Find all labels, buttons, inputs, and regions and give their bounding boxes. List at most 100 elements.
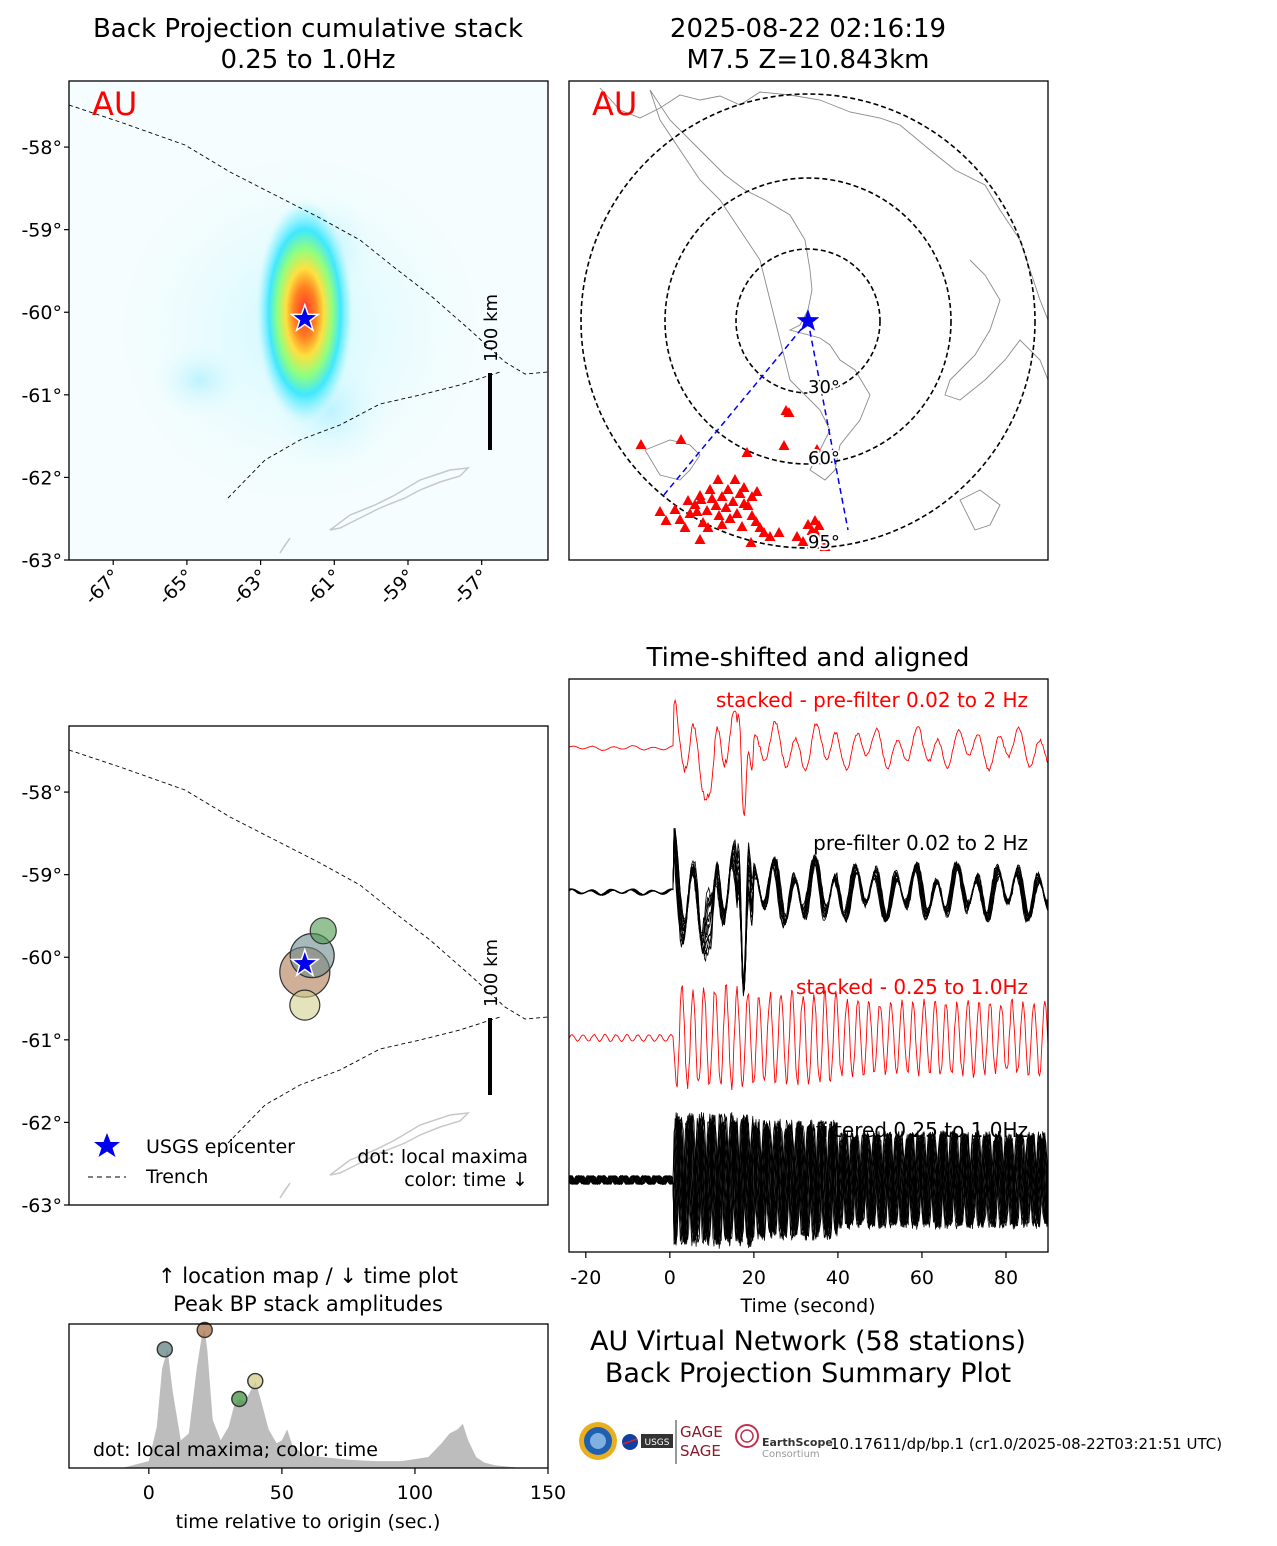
station-triangle-icon <box>746 510 758 520</box>
summary-block: AU Virtual Network (58 stations) Back Pr… <box>579 1326 1222 1464</box>
epicenter-star-icon <box>289 302 321 333</box>
peak-maximum-dot <box>231 1390 248 1408</box>
waveform-trace <box>569 984 1048 1091</box>
waveform-xlabel: Time (second) <box>739 1295 875 1317</box>
maxima-note-line1: dot: local maxima <box>357 1146 528 1168</box>
station-triangle-icon <box>710 500 722 510</box>
trace-label-filtered: filtered 0.25 to 1.0Hz <box>816 1118 1028 1142</box>
station-triangle-icon <box>722 484 734 494</box>
epicenter-star <box>289 302 321 333</box>
station-triangle-icon <box>675 434 687 444</box>
ring-label-30: 30° <box>808 377 840 398</box>
station-triangle-icon <box>741 447 753 457</box>
station-map-title-line1: 2025-08-22 02:16:19 <box>670 14 946 44</box>
peak-maximum-dot <box>196 1321 213 1339</box>
trace-label-stacked-filtered: stacked - 0.25 to 1.0Hz <box>796 975 1028 999</box>
nsf-logo-icon <box>579 1422 617 1460</box>
lat-tick-label: -61° <box>21 385 62 407</box>
waveform-trace <box>569 698 1048 816</box>
coastline-islands <box>279 1112 471 1199</box>
lat-tick-label: -63° <box>21 1195 62 1217</box>
lon-tick-label: -63° <box>228 565 272 609</box>
station-triangle-icon <box>679 522 691 532</box>
wave-x-tick-label: -20 <box>570 1267 601 1289</box>
peak-amplitude-area <box>122 1330 548 1468</box>
waveform-traces <box>569 698 1048 1249</box>
station-triangle-icon <box>694 534 706 544</box>
local-maximum-dot <box>289 989 321 1021</box>
legend-star-icon <box>94 1133 120 1157</box>
lon-tick-label: -61° <box>302 565 346 609</box>
station-triangle-icon <box>810 527 822 537</box>
peak-plot-title-line2: Peak BP stack amplitudes <box>173 1292 443 1316</box>
station-triangle-icon <box>716 519 728 529</box>
legend: USGS epicenter Trench <box>88 1133 295 1188</box>
peak-plot-xlabel: time relative to origin (sec.) <box>176 1511 441 1533</box>
doi-label: 10.17611/dp/bp.1 (cr1.0/2025-08-22T03:21… <box>830 1435 1222 1453</box>
logo-gage: GAGE <box>680 1423 723 1441</box>
peak-x-tick-label: 100 <box>397 1482 433 1504</box>
maxima-note-line2: color: time ↓ <box>404 1169 528 1191</box>
station-triangle-icon <box>819 541 831 551</box>
lat-tick-label: -58° <box>21 137 62 159</box>
station-map-title-line2: M7.5 Z=10.843km <box>686 45 929 75</box>
trace-label-prefilter: pre-filter 0.02 to 2 Hz <box>813 831 1028 855</box>
station-triangle-icon <box>734 488 746 498</box>
station-triangle-icon <box>738 498 750 508</box>
station-triangle-icon <box>811 444 823 454</box>
legend-trench-label: Trench <box>145 1166 208 1188</box>
ring-label-95: 95° <box>808 532 840 553</box>
station-triangle-icon <box>783 407 795 417</box>
waveform-trace <box>569 842 1048 986</box>
maxima-map-panel: 100 km -58° -59° -60° -61° -62° -63° USGS epi… <box>21 725 549 1217</box>
trench-line <box>69 104 548 375</box>
station-triangle-icon <box>720 502 732 512</box>
station-triangle-icon <box>729 474 741 484</box>
epicenter-star-icon <box>289 947 321 978</box>
station-triangle-icon <box>724 513 736 523</box>
waveform-x-ticks: -20 0 20 40 60 80 <box>570 1252 1018 1289</box>
station-triangle-icon <box>745 537 757 547</box>
lon-tick-label: -59° <box>375 565 419 609</box>
summary-title-line2: Back Projection Summary Plot <box>605 1358 1011 1389</box>
station-triangle-icon <box>758 527 770 537</box>
logo-sage: SAGE <box>680 1442 721 1460</box>
logo-earthscope: EarthScope <box>762 1436 833 1449</box>
ring-95 <box>580 93 1036 549</box>
station-triangle-icon <box>704 484 716 494</box>
station-triangle-icon <box>682 495 694 505</box>
station-triangle-icon <box>738 482 750 492</box>
station-triangle-icon <box>736 521 748 531</box>
bp-map-network-label: AU <box>92 85 137 123</box>
station-map-panel: 2025-08-22 02:16:19 M7.5 Z=10.843km 30° … <box>568 14 1049 561</box>
station-triangle-icon <box>701 505 713 515</box>
lat-tick-label: -59° <box>21 220 62 242</box>
ring-label-60: 60° <box>808 448 840 469</box>
coastline-south-america <box>649 89 871 481</box>
station-triangle-icon <box>727 496 739 506</box>
waveform-trace <box>569 1115 1048 1247</box>
peak-maximum-dot <box>156 1341 174 1358</box>
station-triangle-icon <box>750 516 762 526</box>
wave-x-tick-label: 20 <box>742 1267 766 1289</box>
wave-x-tick-label: 0 <box>664 1267 676 1289</box>
peak-x-tick-label: 50 <box>270 1482 294 1504</box>
azimuth-line-west <box>662 320 809 497</box>
peak-plot-panel: ↑ location map / ↓ time plot Peak BP sta… <box>68 1264 566 1533</box>
lat-ticks: -58° -59° -60° -61° -62° -63° <box>21 782 69 1217</box>
epicenter-star <box>796 309 820 331</box>
lat-tick-label: -61° <box>21 1030 62 1052</box>
scale-bar-label: 100 km <box>481 294 502 362</box>
bp-map-panel: Back Projection cumulative stack 0.25 to… <box>21 14 549 609</box>
station-triangle-icon <box>731 508 743 518</box>
lat-tick-label: -62° <box>21 467 62 489</box>
station-triangle-icon <box>695 494 707 504</box>
station-triangle-icon <box>635 439 647 449</box>
trench-line-south <box>227 371 501 499</box>
legend-epicenter-label: USGS epicenter <box>146 1136 295 1158</box>
station-triangle-icon <box>654 506 666 516</box>
peak-plot-annotation: dot: local maxima; color: time <box>93 1439 378 1461</box>
coastline-oceania <box>644 439 1001 531</box>
ring-60 <box>664 177 952 465</box>
